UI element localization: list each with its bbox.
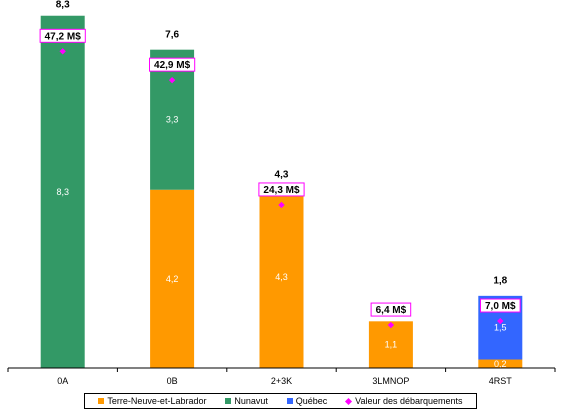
value-label-2-3k: 24,3 M$ (263, 185, 300, 196)
value-marker-3lmnop (387, 321, 395, 329)
bar-terre-neuve-4rst (478, 359, 523, 368)
total-label-0b: 7,6 (165, 29, 179, 40)
value-marker-2-3k (278, 201, 285, 209)
x-tick-label-4rst: 4RST (489, 376, 513, 386)
legend-swatch-quebec (286, 398, 293, 404)
segment-label-terre-neuve-3lmnop: 1,1 (385, 340, 398, 350)
value-marker-0b (168, 76, 176, 84)
legend-swatch-terre-neuve (98, 398, 105, 404)
total-label-0a: 8,3 (56, 0, 70, 11)
legend-label-terre-neuve: Terre-Neuve-et-Labrador (107, 396, 207, 406)
total-label-4rst: 1,8 (493, 276, 507, 287)
segment-label-terre-neuve-4rst: 0,2 (494, 359, 507, 369)
value-label-box-4rst (480, 298, 521, 313)
value-label-0a: 47,2 M$ (45, 31, 82, 42)
x-tick-label-3lmnop: 3LMNOP (372, 376, 409, 386)
segment-label-nunavut-0b: 3,3 (166, 115, 179, 125)
segment-label-nunavut-0a: 8,3 (56, 187, 69, 197)
x-tick-label-0a: 0A (57, 376, 68, 386)
value-marker-4rst (497, 317, 504, 325)
segment-label-quebec-4rst: 1,5 (494, 323, 507, 333)
segment-label-terre-neuve-0b: 4,2 (166, 274, 179, 284)
value-marker-0a (59, 48, 66, 55)
value-label-4rst: 7,0 M$ (485, 301, 516, 312)
value-label-3lmnop: 6,4 M$ (376, 305, 407, 316)
bar-nunavut-0a (40, 15, 85, 369)
legend-item-nunavut: Nunavut (225, 396, 268, 406)
value-label-box-0a (39, 28, 86, 43)
value-label-box-2-3k (258, 182, 305, 197)
bar-nunavut-0b (150, 49, 195, 190)
total-label-2-3k: 4,3 (275, 170, 289, 181)
legend-label-quebec: Québec (295, 396, 328, 406)
legend-swatch-nunavut (225, 398, 232, 404)
x-tick-label-0b: 0B (167, 376, 178, 386)
bars-layer: 8,38,34,23,37,64,34,31,11,10,21,51,8 (40, 0, 523, 369)
legend-label-valeur: Valeur des débarquements (355, 396, 463, 406)
bar-terre-neuve-2-3k (259, 185, 304, 368)
x-axis-ticks: 0A 0B 2+3K 3LMNOP 4RST (7, 368, 556, 386)
value-markers-layer: 47,2 M$ 42,9 M$ 24,3 M$ 6,4 M$ 7,0 M$ (39, 28, 521, 329)
legend: Terre-Neuve-et-Labrador Nunavut Québec V… (84, 393, 477, 409)
legend-swatch-valeur (345, 397, 353, 405)
legend-label-nunavut: Nunavut (234, 396, 268, 406)
legend-item-terre-neuve: Terre-Neuve-et-Labrador (98, 396, 206, 406)
value-label-box-3lmnop (370, 302, 412, 317)
bar-terre-neuve-0b (150, 189, 195, 368)
legend-item-valeur: Valeur des débarquements (345, 396, 463, 406)
legend-item-quebec: Québec (286, 396, 328, 406)
bar-terre-neuve-3lmnop (368, 321, 413, 368)
segment-label-terre-neuve-2-3k: 4,3 (275, 272, 288, 282)
value-label-box-0b (149, 57, 196, 72)
x-tick-label-2-3k: 2+3K (271, 376, 292, 386)
value-label-0b: 42,9 M$ (154, 60, 191, 71)
